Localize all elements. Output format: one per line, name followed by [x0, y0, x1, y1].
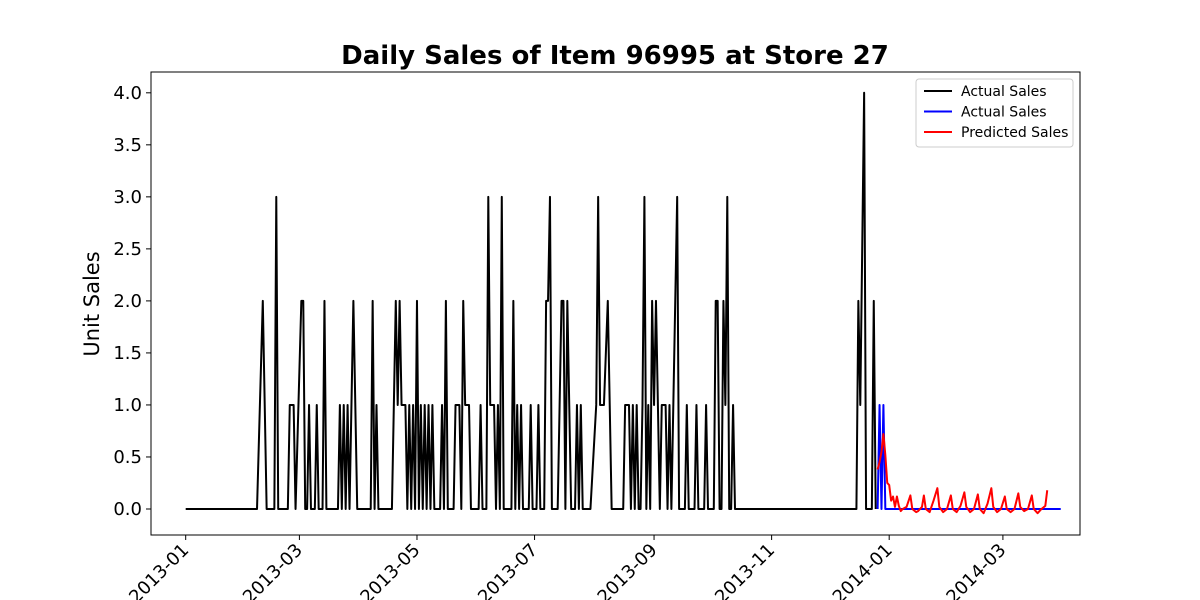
x-tick-label: 2013-03: [239, 540, 307, 600]
y-tick-label: 4.0: [113, 83, 142, 104]
x-tick-label: 2013-11: [711, 540, 779, 600]
series-line-1: [185, 91, 877, 510]
y-tick-label: 3.5: [113, 135, 142, 156]
y-tick-label: 0.0: [113, 499, 142, 520]
x-tick-label: 2013-01: [125, 540, 193, 600]
y-axis: 0.0 0.5 1.0 1.5 2.0 2.5 3.0 3.5 4.0: [113, 83, 151, 520]
y-tick-label: 2.0: [113, 291, 142, 312]
x-tick-label: 2013-07: [474, 540, 542, 600]
legend-label: Actual Sales: [961, 105, 1047, 121]
series-line-2: [876, 403, 1061, 510]
y-tick-label: 1.0: [113, 395, 142, 416]
plot-lines: [185, 91, 1061, 515]
y-axis-label: Unit Sales: [80, 251, 104, 356]
x-tick-label: 2014-03: [942, 540, 1010, 600]
legend: Actual Sales Actual Sales Predicted Sales: [915, 78, 1074, 148]
legend-box: [915, 78, 1074, 148]
x-tick-label: 2013-09: [594, 540, 662, 600]
y-tick-label: 0.5: [113, 447, 142, 468]
y-tick-label: 1.5: [113, 343, 142, 364]
legend-label: Actual Sales: [961, 84, 1047, 100]
chart-title: Daily Sales of Item 96995 at Store 27: [341, 41, 889, 71]
x-tick-label: 2014-01: [829, 540, 897, 600]
y-tick-label: 2.5: [113, 239, 142, 260]
x-axis: 2013-01 2013-03 2013-05 2013-07 2013-09 2013-…: [125, 535, 1010, 600]
plot-frame: [150, 71, 1081, 536]
series-line-3: [876, 433, 1049, 515]
y-tick-label: 3.0: [113, 187, 142, 208]
x-tick-label: 2013-05: [356, 540, 424, 600]
legend-label: Predicted Sales: [961, 125, 1068, 141]
